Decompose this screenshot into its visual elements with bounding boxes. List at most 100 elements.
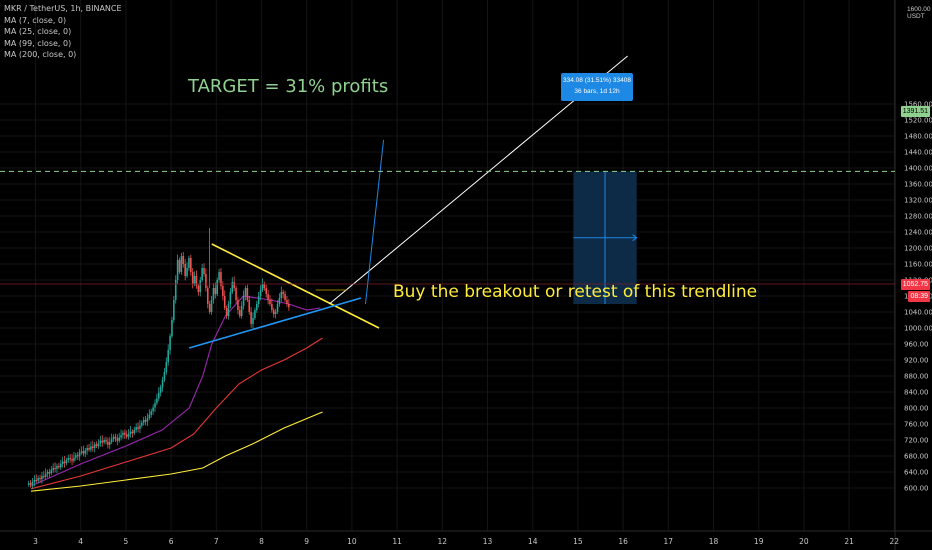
candle-body: [248, 300, 251, 312]
candle-body: [269, 300, 271, 304]
candle-body: [112, 436, 115, 440]
candle-body: [58, 466, 60, 468]
candle-body: [171, 320, 173, 336]
candle-body: [280, 292, 283, 298]
candle-body: [178, 260, 181, 272]
candle-body: [148, 414, 151, 418]
candle-body: [150, 411, 153, 415]
y-tick-label: 600.00: [904, 485, 929, 493]
candle-body: [252, 318, 254, 324]
candle-body: [190, 258, 192, 272]
candle-body: [103, 440, 105, 443]
candle-body: [227, 304, 230, 316]
x-tick-label: 3: [33, 537, 38, 546]
candle-body: [137, 427, 139, 429]
price-axis-bg: [895, 0, 932, 550]
candle-body: [97, 443, 100, 446]
candle-body: [216, 280, 219, 294]
y-tick-label: 1040.00: [904, 309, 932, 317]
candle-body: [156, 398, 158, 404]
symbol-title[interactable]: MKR / TetherUS, 1h, BINANCE: [4, 4, 122, 13]
x-tick-label: 7: [214, 537, 219, 546]
y-tick-label: 1320.00: [904, 197, 932, 205]
x-tick-label: 8: [259, 537, 264, 546]
y-tick-label: 920.00: [904, 357, 929, 365]
candle-body: [125, 434, 128, 437]
x-tick-label: 4: [78, 537, 83, 546]
candle-body: [163, 372, 166, 380]
candle-body: [223, 296, 226, 308]
candle-body: [267, 294, 269, 300]
moving-averages: [30, 295, 323, 492]
candle-body: [114, 436, 117, 439]
candle-body: [159, 387, 162, 393]
candle-body: [186, 268, 188, 276]
candle-body: [75, 455, 77, 458]
candle-body: [233, 282, 235, 288]
candle-body: [271, 304, 273, 310]
candle-body: [105, 440, 107, 442]
candle-body: [76, 455, 79, 457]
candle-body: [146, 418, 149, 422]
candle-body: [88, 448, 90, 450]
candle-body: [255, 304, 258, 310]
candle-body: [73, 457, 75, 461]
x-tick-label: 21: [844, 537, 854, 546]
candle-body: [282, 292, 284, 294]
x-tick-label: 18: [709, 537, 719, 546]
candle-body: [27, 483, 30, 485]
y-tick-label: 1360.00: [904, 181, 932, 189]
candle-body: [165, 362, 168, 372]
candle-body: [242, 296, 245, 306]
candle-body: [263, 284, 266, 288]
x-tick-label: 22: [890, 537, 900, 546]
candle-body: [261, 284, 264, 290]
x-tick-label: 9: [304, 537, 309, 546]
candle-body: [99, 440, 102, 444]
candle-countdown: 08:39: [908, 291, 930, 302]
candle-body: [259, 290, 262, 296]
ma7-line: [30, 295, 321, 487]
long-position-zone[interactable]: [573, 171, 638, 304]
candle-body: [220, 272, 222, 286]
candle-body: [71, 459, 73, 461]
candle-body: [63, 461, 66, 464]
candle-body: [176, 260, 179, 280]
candle-body: [29, 483, 32, 485]
buy-annotation[interactable]: Buy the breakout or retest of this trend…: [393, 282, 758, 302]
candle-body: [41, 476, 43, 480]
legend-ma7[interactable]: MA (7, close, 0): [4, 15, 67, 25]
candle-body: [80, 451, 83, 453]
y-tick-label: 1440.00: [904, 149, 932, 157]
candle-body: [278, 298, 281, 304]
horizontal-lines: [0, 170, 895, 291]
candle-body: [46, 472, 49, 474]
legend-ma200[interactable]: MA (200, close, 0): [4, 50, 77, 59]
legend-ma99[interactable]: MA (99, close, 0): [4, 38, 72, 48]
price-axis-unit: 1600.00 USDT: [907, 6, 931, 20]
candle-body: [284, 294, 286, 300]
candle-body: [118, 437, 120, 441]
x-tick-label: 20: [799, 537, 809, 546]
y-tick-label: 1000.00: [904, 325, 932, 333]
candle-body: [154, 403, 156, 408]
candle-body: [246, 288, 249, 300]
candle-body: [288, 304, 290, 308]
candle-body: [108, 442, 111, 445]
legend-ma25[interactable]: MA (25, close, 0): [4, 27, 72, 36]
candle-body: [124, 432, 126, 435]
candle-body: [239, 310, 241, 316]
trendline-lower: [188, 297, 362, 349]
target-price-tag: 1391.51: [900, 106, 930, 117]
candle-body: [90, 446, 92, 450]
candle-body: [135, 427, 137, 430]
y-tick-label: 680.00: [904, 453, 929, 461]
candle-body: [173, 300, 175, 320]
trendline-upper: [211, 243, 380, 329]
x-tick-label: 6: [169, 537, 174, 546]
target-annotation[interactable]: TARGET = 31% profits: [188, 76, 389, 97]
position-info-label: 334.08 (31.51%) 33408 36 bars, 1d 12h: [561, 73, 633, 101]
y-tick-label: 1240.00: [904, 229, 932, 237]
